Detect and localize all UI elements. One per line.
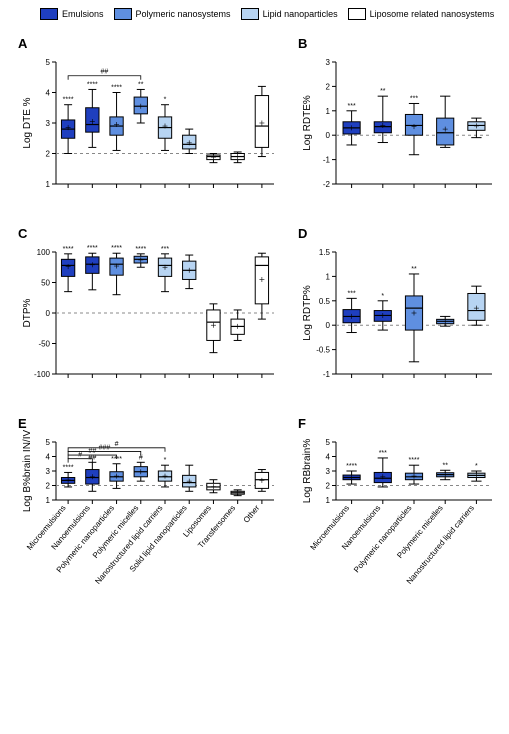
svg-text:-1: -1: [323, 156, 331, 165]
legend: Emulsions Polymeric nanosystems Lipid nano…: [40, 8, 499, 20]
svg-text:-2: -2: [323, 180, 331, 189]
svg-text:**: **: [442, 462, 448, 469]
svg-text:0.5: 0.5: [319, 297, 331, 306]
svg-text:*: *: [164, 97, 167, 104]
svg-text:3: 3: [326, 58, 331, 67]
svg-text:****: ****: [87, 81, 98, 88]
svg-text:***: ***: [379, 450, 387, 457]
legend-swatch: [348, 8, 366, 20]
svg-text:-100: -100: [34, 370, 51, 379]
svg-text:****: ****: [135, 246, 146, 253]
svg-text:50: 50: [41, 279, 50, 288]
legend-label: Lipid nanoparticles: [263, 9, 338, 19]
svg-text:***: ***: [410, 95, 418, 102]
svg-text:Log RDTP%: Log RDTP%: [302, 285, 313, 341]
panel-E: 12345Log B%brain IN/IV****Microemulsions…: [18, 420, 280, 590]
svg-text:2: 2: [326, 82, 331, 91]
legend-item: Lipid nanoparticles: [241, 8, 338, 20]
svg-text:5: 5: [46, 58, 51, 67]
svg-text:0: 0: [326, 131, 331, 140]
panel-B: -2-10123Log RDTE%********: [298, 40, 498, 190]
svg-text:****: ****: [63, 97, 74, 104]
svg-text:***: ***: [348, 103, 356, 110]
svg-text:**: **: [380, 88, 386, 95]
svg-text:3: 3: [46, 467, 51, 476]
legend-item: Liposome related nanosystems: [348, 8, 495, 20]
svg-text:Log DTE %: Log DTE %: [22, 97, 33, 148]
svg-text:##: ##: [101, 69, 109, 76]
svg-text:****: ****: [409, 457, 420, 464]
svg-text:0: 0: [326, 321, 331, 330]
svg-text:2: 2: [326, 482, 331, 491]
svg-text:1: 1: [46, 496, 51, 505]
svg-text:1.5: 1.5: [319, 248, 331, 257]
svg-text:DTP%: DTP%: [22, 298, 33, 327]
svg-text:****: ****: [63, 464, 74, 471]
svg-text:*: *: [164, 457, 167, 464]
svg-text:5: 5: [46, 438, 51, 447]
svg-text:****: ****: [111, 245, 122, 252]
panel-A: 12345Log DTE %***************##: [18, 40, 280, 190]
legend-label: Liposome related nanosystems: [370, 9, 495, 19]
panel-F: 12345Log RBbrain%****Microemulsions***Na…: [298, 420, 498, 590]
svg-text:4: 4: [46, 89, 51, 98]
legend-swatch: [241, 8, 259, 20]
svg-text:100: 100: [37, 248, 51, 257]
svg-text:**: **: [138, 81, 144, 88]
svg-text:**: **: [411, 266, 417, 273]
svg-text:1: 1: [326, 496, 331, 505]
svg-text:-50: -50: [38, 340, 50, 349]
svg-text:Log RBbrain%: Log RBbrain%: [302, 439, 313, 504]
svg-text:#: #: [115, 441, 119, 448]
svg-text:4: 4: [46, 453, 51, 462]
svg-text:***: ***: [161, 246, 169, 253]
svg-text:****: ****: [346, 463, 357, 470]
svg-text:2: 2: [46, 150, 51, 159]
svg-text:*: *: [475, 463, 478, 470]
legend-swatch: [114, 8, 132, 20]
svg-text:Polymeric nanoparticles: Polymeric nanoparticles: [352, 504, 413, 575]
legend-item: Emulsions: [40, 8, 104, 20]
panel-D: -1-0.500.511.5Log RDTP%******: [298, 230, 498, 380]
svg-text:3: 3: [46, 119, 51, 128]
svg-text:2: 2: [46, 482, 51, 491]
svg-text:****: ****: [87, 245, 98, 252]
svg-text:Log RDTE%: Log RDTE%: [302, 95, 313, 151]
svg-text:4: 4: [326, 453, 331, 462]
svg-text:****: ****: [111, 85, 122, 92]
legend-item: Polymeric nanosystems: [114, 8, 231, 20]
svg-text:1: 1: [46, 180, 51, 189]
svg-text:Log B%brain IN/IV: Log B%brain IN/IV: [22, 430, 33, 513]
svg-text:-0.5: -0.5: [316, 346, 330, 355]
svg-text:1: 1: [326, 272, 331, 281]
svg-text:5: 5: [326, 438, 331, 447]
legend-label: Polymeric nanosystems: [136, 9, 231, 19]
svg-text:*: *: [381, 293, 384, 300]
panel-C: -100-50050100DTP%*******************: [18, 230, 280, 380]
svg-text:Nanostructured lipid carriers: Nanostructured lipid carriers: [405, 504, 476, 586]
legend-swatch: [40, 8, 58, 20]
legend-label: Emulsions: [62, 9, 104, 19]
svg-text:0: 0: [46, 309, 51, 318]
svg-text:-1: -1: [323, 370, 331, 379]
svg-text:***: ***: [348, 290, 356, 297]
svg-text:****: ****: [63, 246, 74, 253]
svg-text:3: 3: [326, 467, 331, 476]
svg-text:1: 1: [326, 107, 331, 116]
svg-text:Other: Other: [242, 503, 262, 524]
